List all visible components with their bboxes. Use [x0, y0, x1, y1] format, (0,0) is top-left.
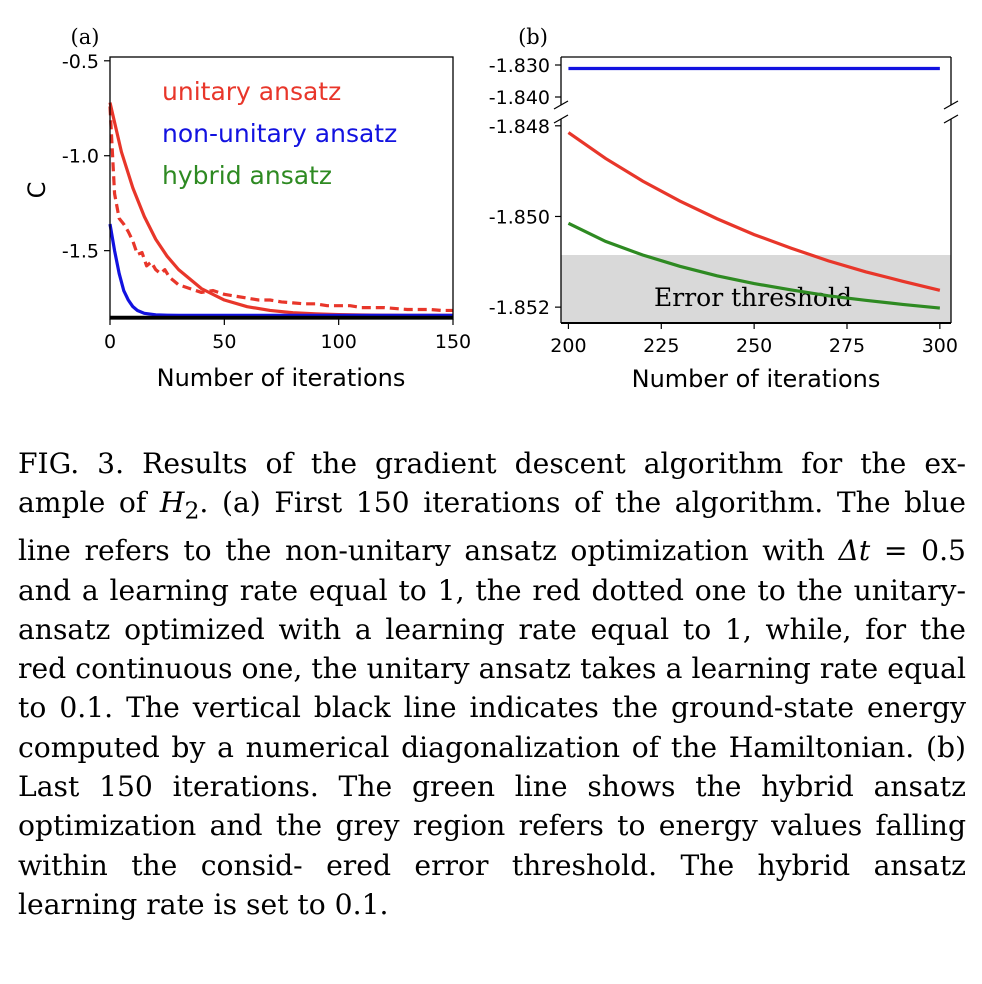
y-tick-label: -1.852 — [489, 297, 550, 319]
panel-b-x-ticks: 200 225 250 275 300 — [550, 323, 958, 357]
panel-b-series-line-2 — [567, 221, 941, 310]
y-tick-label: -1.830 — [489, 55, 550, 77]
panel-a-series-line-1 — [108, 106, 453, 313]
panel-b-tag: (b) — [518, 25, 548, 49]
panel-b-series-line-1 — [567, 131, 941, 292]
y-tick-label: -1.840 — [489, 87, 550, 109]
y-tick-label: -0.5 — [62, 51, 99, 73]
x-tick-label: 250 — [736, 335, 772, 357]
legend-hybrid-ansatz: hybrid ansatz — [162, 161, 332, 190]
panel-a-chart: (a) -0.5 -1.0 -1.5 0 50 100 150 C Number of i… — [23, 25, 471, 392]
legend-non-unitary-ansatz: non-unitary ansatz — [162, 119, 397, 148]
x-tick-label: 0 — [104, 331, 116, 353]
panel-b-lower-frame — [560, 119, 952, 324]
caption-text-2: . (a) First 150 iterations of the algori… — [18, 486, 966, 568]
panel-b-x-axis-label: Number of iterations — [632, 365, 881, 393]
panel-a-series-line-2 — [108, 223, 453, 317]
y-tick-label: -1.850 — [489, 206, 550, 228]
y-tick-label: -1.5 — [62, 241, 99, 263]
caption-math-h: H — [159, 486, 185, 520]
caption-text-1: Results of the gradient descent algorith… — [18, 447, 966, 520]
x-tick-label: 300 — [922, 335, 958, 357]
panel-a-y-axis-label: C — [23, 182, 51, 199]
x-tick-label: 225 — [643, 335, 679, 357]
y-tick-label: -1.848 — [489, 116, 550, 138]
panel-a-frame — [109, 56, 454, 320]
panel-a-y-ticks: -0.5 -1.0 -1.5 — [62, 51, 110, 263]
panel-a-x-axis-label: Number of iterations — [157, 364, 406, 392]
error-threshold-label: Error threshold — [654, 283, 852, 312]
caption-fig-label: FIG. 3. — [18, 447, 125, 480]
figure-caption: FIG. 3. Results of the gradient descent … — [18, 444, 966, 924]
caption-math-delta-t: Δt — [838, 534, 871, 568]
panel-a-legend: unitary ansatz non-unitary ansatz hybrid… — [162, 77, 397, 190]
x-tick-label: 150 — [435, 331, 471, 353]
panel-a-tag: (a) — [71, 25, 100, 49]
x-tick-label: 200 — [550, 335, 586, 357]
axis-break-marks — [553, 100, 959, 124]
x-tick-label: 50 — [212, 331, 236, 353]
caption-text-3: = 0.5 and a learning rate equal to 1, th… — [18, 534, 966, 921]
y-tick-label: -1.0 — [62, 146, 99, 168]
panel-b-chart: (b) Error threshold -1.830-1.840-1.848-1… — [489, 25, 959, 393]
panel-a-x-ticks: 0 50 100 150 — [104, 319, 471, 353]
panel-b-upper-frame — [560, 56, 952, 105]
caption-math-h-subscript: 2 — [184, 496, 200, 525]
error-threshold-region — [561, 255, 951, 323]
x-tick-label: 100 — [321, 331, 357, 353]
figure-3-charts: (a) -0.5 -1.0 -1.5 0 50 100 150 C Number of i… — [23, 25, 959, 393]
panel-b-y-ticks: -1.830 -1.840 -1.848 -1.850 -1.852 — [489, 55, 561, 319]
legend-unitary-ansatz: unitary ansatz — [162, 77, 341, 106]
panel-a-series — [108, 102, 453, 319]
x-tick-label: 275 — [829, 335, 865, 357]
